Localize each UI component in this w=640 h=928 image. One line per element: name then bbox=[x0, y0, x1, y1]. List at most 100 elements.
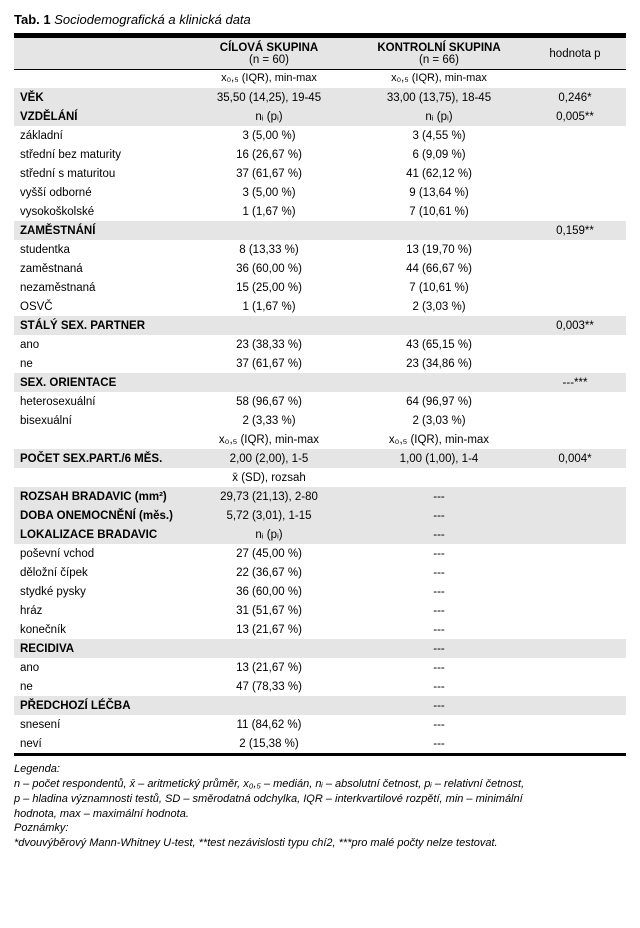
row-c1: 13 (21,67 %) bbox=[184, 620, 354, 639]
row-label: hráz bbox=[14, 601, 184, 620]
row-label: studentka bbox=[14, 240, 184, 259]
row-c1: 2,00 (2,00), 1-5 bbox=[184, 449, 354, 468]
row-c2: --- bbox=[354, 658, 524, 677]
table-row: x₀,₅ (IQR), min-maxx₀,₅ (IQR), min-max bbox=[14, 430, 626, 449]
row-label: střední bez maturity bbox=[14, 145, 184, 164]
row-c2: 7 (10,61 %) bbox=[354, 278, 524, 297]
row-label: VZDĚLÁNÍ bbox=[14, 107, 184, 126]
row-c1: 36 (60,00 %) bbox=[184, 582, 354, 601]
row-label: poševní vchod bbox=[14, 544, 184, 563]
legend: Legenda: n – počet respondentů, x̄ – ari… bbox=[14, 762, 626, 851]
table-row: RECIDIVA--- bbox=[14, 639, 626, 658]
row-label: neví bbox=[14, 734, 184, 753]
row-c2: nᵢ (pᵢ) bbox=[354, 107, 524, 126]
row-c1: nᵢ (pᵢ) bbox=[184, 525, 354, 544]
col1-header: CÍLOVÁ SKUPINA bbox=[188, 42, 350, 54]
row-p bbox=[524, 734, 626, 753]
row-label bbox=[14, 468, 184, 487]
table-row: děložní čípek22 (36,67 %)--- bbox=[14, 563, 626, 582]
row-label: zaměstnaná bbox=[14, 259, 184, 278]
row-p bbox=[524, 696, 626, 715]
table-row: bisexuální2 (3,33 %)2 (3,03 %) bbox=[14, 411, 626, 430]
row-label: STÁLÝ SEX. PARTNER bbox=[14, 316, 184, 335]
row-p bbox=[524, 202, 626, 221]
row-c1: 1 (1,67 %) bbox=[184, 297, 354, 316]
table-row: hráz31 (51,67 %)--- bbox=[14, 601, 626, 620]
row-p bbox=[524, 430, 626, 449]
row-label: ROZSAH BRADAVIC (mm²) bbox=[14, 487, 184, 506]
table-row: ZAMĚSTNÁNÍ0,159** bbox=[14, 221, 626, 240]
row-label: VĚK bbox=[14, 88, 184, 107]
table-row: ne47 (78,33 %)--- bbox=[14, 677, 626, 696]
subheader-c2: x₀,₅ (IQR), min-max bbox=[354, 70, 524, 89]
row-c1 bbox=[184, 373, 354, 392]
subheader-c1: x₀,₅ (IQR), min-max bbox=[184, 70, 354, 89]
row-p bbox=[524, 259, 626, 278]
legend-line1: n – počet respondentů, x̄ – aritmetický … bbox=[14, 777, 626, 792]
table-row: nezaměstnaná15 (25,00 %)7 (10,61 %) bbox=[14, 278, 626, 297]
table-row: ne37 (61,67 %)23 (34,86 %) bbox=[14, 354, 626, 373]
row-label: konečník bbox=[14, 620, 184, 639]
row-c2 bbox=[354, 221, 524, 240]
row-label: ano bbox=[14, 335, 184, 354]
row-label: nezaměstnaná bbox=[14, 278, 184, 297]
table-row: neví2 (15,38 %)--- bbox=[14, 734, 626, 753]
row-label: vyšší odborné bbox=[14, 183, 184, 202]
row-c2: --- bbox=[354, 677, 524, 696]
row-p bbox=[524, 468, 626, 487]
table-row: LOKALIZACE BRADAVICnᵢ (pᵢ)--- bbox=[14, 525, 626, 544]
table-row: snesení11 (84,62 %)--- bbox=[14, 715, 626, 734]
row-c2: 1,00 (1,00), 1-4 bbox=[354, 449, 524, 468]
row-c2: 3 (4,55 %) bbox=[354, 126, 524, 145]
row-c1: 5,72 (3,01), 1-15 bbox=[184, 506, 354, 525]
row-c2: 41 (62,12 %) bbox=[354, 164, 524, 183]
row-c2: --- bbox=[354, 506, 524, 525]
row-c2: 13 (19,70 %) bbox=[354, 240, 524, 259]
row-c2: 44 (66,67 %) bbox=[354, 259, 524, 278]
header-row: CÍLOVÁ SKUPINA (n = 60) KONTROLNÍ SKUPIN… bbox=[14, 38, 626, 70]
row-p bbox=[524, 411, 626, 430]
row-c1 bbox=[184, 696, 354, 715]
table-row: x̄ (SD), rozsah bbox=[14, 468, 626, 487]
row-p bbox=[524, 183, 626, 202]
legend-line2: p – hladina významnosti testů, SD – směr… bbox=[14, 792, 626, 807]
row-c2: --- bbox=[354, 601, 524, 620]
row-p bbox=[524, 715, 626, 734]
row-p bbox=[524, 677, 626, 696]
row-c2: 33,00 (13,75), 18-45 bbox=[354, 88, 524, 107]
table-row: POČET SEX.PART./6 MĚS.2,00 (2,00), 1-51,… bbox=[14, 449, 626, 468]
table-row: stydké pysky36 (60,00 %)--- bbox=[14, 582, 626, 601]
row-p bbox=[524, 525, 626, 544]
table-row: ano23 (38,33 %)43 (65,15 %) bbox=[14, 335, 626, 354]
table-row: STÁLÝ SEX. PARTNER0,003** bbox=[14, 316, 626, 335]
row-c2: --- bbox=[354, 563, 524, 582]
table-row: SEX. ORIENTACE---*** bbox=[14, 373, 626, 392]
row-p bbox=[524, 658, 626, 677]
row-p bbox=[524, 563, 626, 582]
col2-header: KONTROLNÍ SKUPINA bbox=[358, 42, 520, 54]
row-p bbox=[524, 544, 626, 563]
row-c2: 2 (3,03 %) bbox=[354, 411, 524, 430]
row-c2 bbox=[354, 468, 524, 487]
row-c2 bbox=[354, 316, 524, 335]
table-row: OSVČ1 (1,67 %)2 (3,03 %) bbox=[14, 297, 626, 316]
notes-title: Poznámky: bbox=[14, 821, 626, 836]
row-c1: 37 (61,67 %) bbox=[184, 164, 354, 183]
row-p bbox=[524, 278, 626, 297]
row-p bbox=[524, 297, 626, 316]
row-c1: 15 (25,00 %) bbox=[184, 278, 354, 297]
table-title: Tab. 1 Sociodemografická a klinická data bbox=[14, 12, 626, 27]
table-row: základní3 (5,00 %)3 (4,55 %) bbox=[14, 126, 626, 145]
row-p: 0,005** bbox=[524, 107, 626, 126]
table-row: zaměstnaná36 (60,00 %)44 (66,67 %) bbox=[14, 259, 626, 278]
row-c2: --- bbox=[354, 487, 524, 506]
table-row: heterosexuální58 (96,67 %)64 (96,97 %) bbox=[14, 392, 626, 411]
row-c1: 11 (84,62 %) bbox=[184, 715, 354, 734]
row-p bbox=[524, 392, 626, 411]
row-p: 0,159** bbox=[524, 221, 626, 240]
row-label bbox=[14, 430, 184, 449]
legend-line3: hodnota, max – maximální hodnota. bbox=[14, 807, 626, 822]
row-c1: x₀,₅ (IQR), min-max bbox=[184, 430, 354, 449]
row-label: RECIDIVA bbox=[14, 639, 184, 658]
row-label: OSVČ bbox=[14, 297, 184, 316]
